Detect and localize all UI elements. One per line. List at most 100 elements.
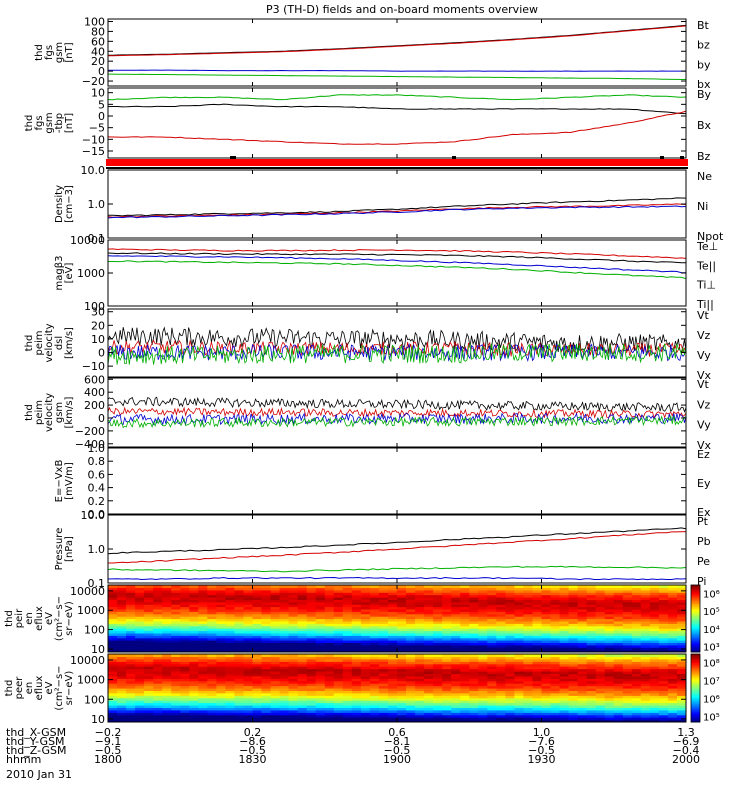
spectrogram-cell [658, 589, 669, 593]
colorbar-step [691, 606, 700, 609]
spectrogram-cell [198, 604, 208, 608]
legend-entry: By [697, 88, 712, 101]
spectrogram-cell [388, 618, 398, 622]
spectrogram-cell [261, 594, 272, 598]
spectrogram-cell [315, 601, 326, 605]
spectrogram-cell [677, 618, 686, 622]
spectrogram-cell [658, 666, 669, 670]
spectrogram-cell [234, 714, 244, 718]
spectrogram-cell [586, 697, 597, 701]
y-axis-label: peer [14, 676, 25, 700]
spectrogram-cell [577, 678, 588, 682]
spectrogram-cell [108, 712, 118, 716]
spectrogram-cell [469, 649, 479, 652]
spectrogram-cell [279, 611, 290, 615]
spectrogram-cell [207, 719, 217, 722]
series-line-Vt [108, 326, 686, 353]
spectrogram-cell [333, 644, 344, 648]
spectrogram-cell [108, 661, 118, 665]
spectrogram-cell [388, 709, 398, 713]
spectrogram-cell [171, 719, 181, 722]
spectrogram-cell [658, 673, 669, 677]
spectrogram-cell [162, 680, 172, 684]
spectrogram-cell [315, 663, 326, 667]
spectrogram-cell [514, 675, 524, 679]
spectrogram-cell [388, 688, 398, 691]
spectrogram-cell [496, 688, 506, 691]
spectrogram-cell [514, 597, 524, 600]
series-group [108, 396, 686, 429]
spectrogram-cell [469, 712, 479, 716]
spectrogram-cell [595, 656, 606, 660]
colorbar-step [691, 600, 700, 603]
spectrogram-cell [261, 675, 272, 679]
spectrogram-cell [523, 620, 533, 624]
spectrogram-cell [108, 663, 118, 667]
spectrogram-cell [324, 635, 335, 639]
spectrogram-cell [225, 620, 235, 624]
spectrogram-cell [252, 675, 263, 679]
spectrogram-cell [397, 611, 407, 615]
spectrogram-cell [189, 717, 199, 721]
spectrogram-cell [279, 683, 290, 687]
spectrogram-cell [378, 702, 389, 706]
spectrogram-cell [514, 690, 524, 694]
spectrogram-cell [225, 719, 235, 722]
spectrogram-cell [108, 673, 118, 677]
spectrogram-cell [135, 697, 145, 701]
spectrogram-cell [550, 630, 561, 634]
spectrogram-cell [108, 613, 118, 617]
spectrogram-cell [550, 606, 561, 610]
spectrogram-cell [622, 647, 633, 651]
spectrogram-cell [451, 608, 461, 612]
spectrogram-cell [225, 685, 235, 689]
spectrogram-cell [514, 642, 524, 646]
spectrogram-cell [550, 717, 561, 721]
spectrogram-cell [126, 613, 136, 617]
spectrogram-cell [243, 597, 254, 600]
spectrogram-cell [360, 606, 371, 610]
spectrogram-cell [604, 644, 615, 648]
spectrogram-cell [369, 654, 380, 657]
spectrogram-cell [523, 700, 533, 704]
spectrogram-cell [532, 717, 543, 721]
spectrogram-cell [144, 668, 154, 672]
spectrogram-cell [207, 630, 217, 634]
spectrogram-cell [306, 647, 317, 651]
spectrogram-cell [658, 675, 669, 679]
y-tick-label: −20 [82, 75, 105, 88]
spectrogram-cell [406, 642, 416, 646]
spectrogram-cell [496, 599, 506, 603]
spectrogram-cell [117, 608, 127, 612]
spectrogram-cell [342, 606, 353, 610]
spectrogram-cell [207, 620, 217, 624]
spectrogram-cell [442, 671, 452, 674]
spectrogram-cell [532, 601, 543, 605]
spectrogram-cell [333, 678, 344, 682]
spectrogram-cell [559, 647, 570, 651]
spectrogram-cell [532, 644, 543, 648]
spectrogram-cell [324, 620, 335, 624]
spectrogram-cell [586, 707, 597, 711]
spectrogram-cell [505, 592, 515, 596]
spectrogram-cell [234, 597, 244, 600]
spectrogram-cell [541, 719, 552, 722]
spectrogram-cell [577, 702, 588, 706]
spectrogram-cell [505, 695, 515, 699]
spectrogram-cell [261, 613, 272, 617]
spectrogram-cell [108, 666, 118, 670]
spectrogram-cell [306, 683, 317, 687]
spectrogram-cell [649, 668, 660, 672]
spectrogram-cell [523, 719, 533, 722]
spectrogram-cell [649, 589, 660, 593]
spectrogram-cell [207, 647, 217, 651]
colorbar-step [691, 698, 700, 701]
spectrogram-cell [126, 719, 136, 722]
spectrogram-cell [514, 683, 524, 687]
spectrogram-cell [631, 678, 642, 682]
spectrogram-cell [162, 673, 172, 677]
spectrogram-cell [342, 707, 353, 711]
spectrogram-cell [189, 616, 199, 620]
spectrogram-cell [324, 637, 335, 641]
spectrogram-cell [595, 668, 606, 672]
